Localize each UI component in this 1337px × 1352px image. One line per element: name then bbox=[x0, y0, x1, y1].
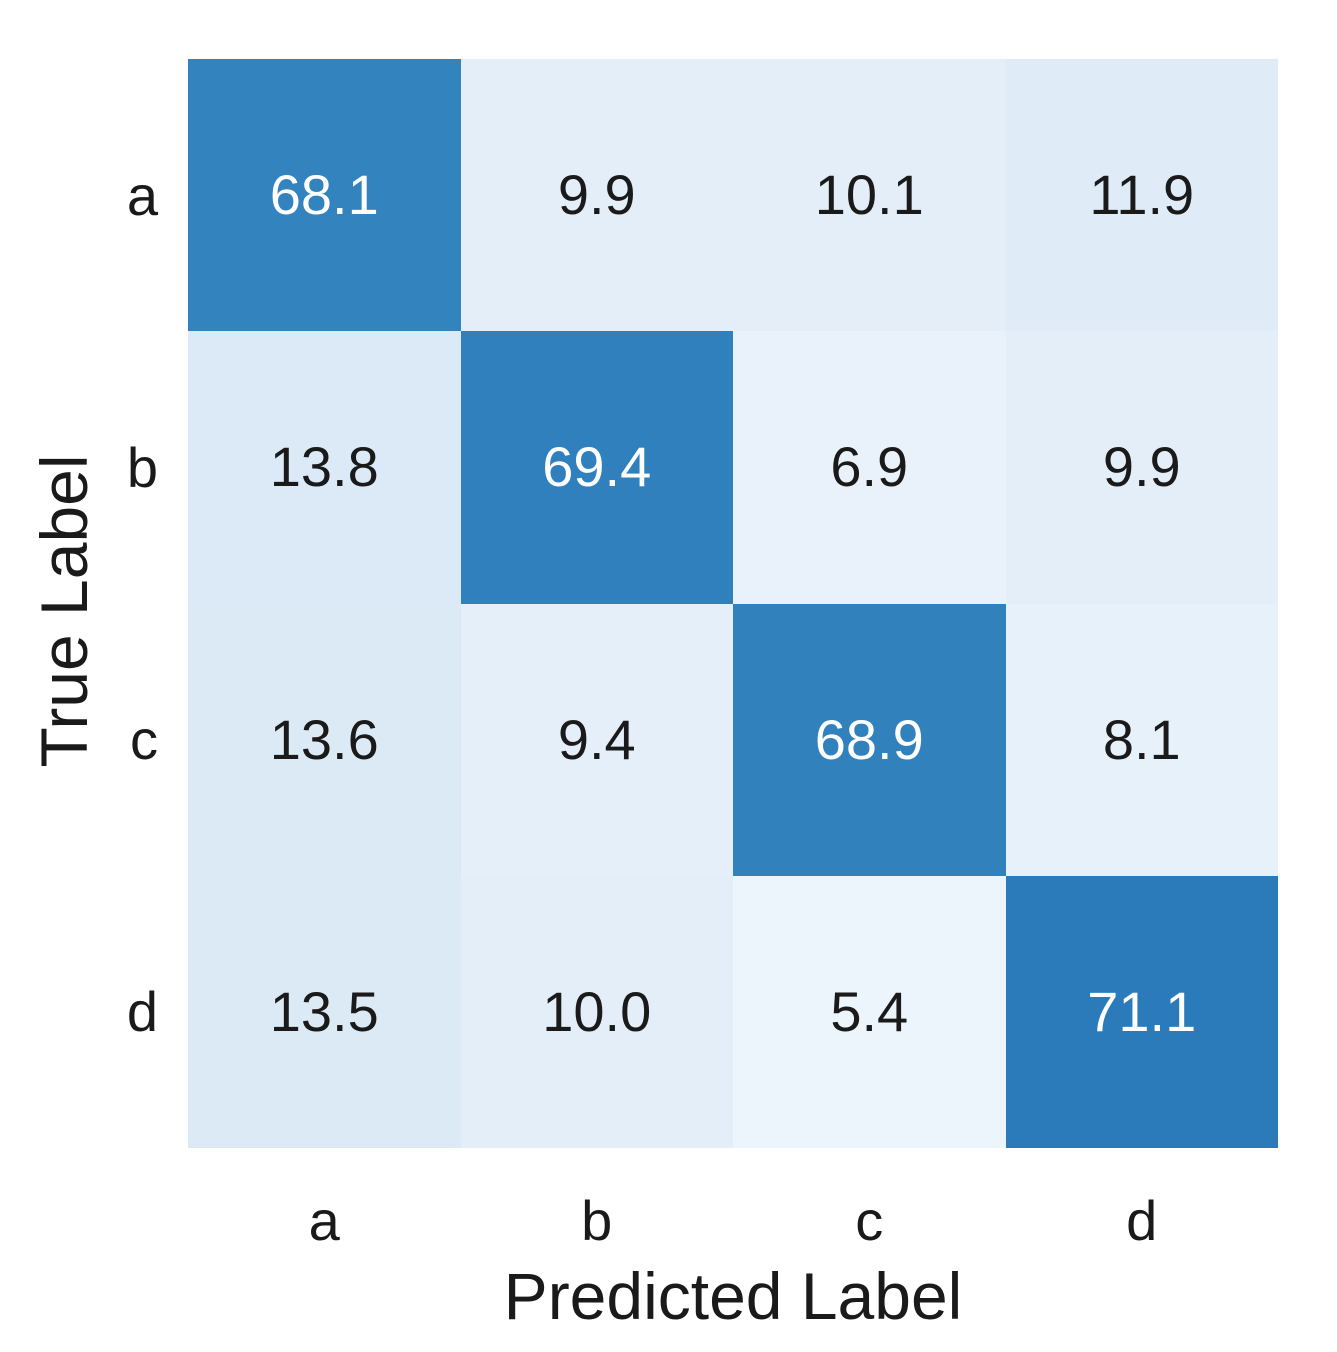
matrix-cell-a-b: 9.9 bbox=[460, 59, 733, 332]
matrix-cell-d-d: 71.1 bbox=[1005, 875, 1278, 1148]
y-tick-d: d bbox=[126, 980, 158, 1044]
matrix-cell-b-b: 69.4 bbox=[460, 331, 733, 604]
matrix-cell-b-c: 6.9 bbox=[733, 331, 1006, 604]
x-axis-tick-labels: a b c d bbox=[188, 1184, 1278, 1256]
matrix-cell-c-c: 68.9 bbox=[733, 603, 1006, 876]
matrix-cell-d-c: 5.4 bbox=[733, 875, 1006, 1148]
matrix-cell-b-d: 9.9 bbox=[1005, 331, 1278, 604]
y-tick-a: a bbox=[126, 163, 158, 227]
x-axis-label: Predicted Label bbox=[503, 1259, 963, 1333]
matrix-cell-a-a: 68.1 bbox=[188, 59, 461, 332]
matrix-cell-c-a: 13.6 bbox=[188, 603, 461, 876]
matrix-cell-d-a: 13.5 bbox=[188, 875, 461, 1148]
matrix-cell-c-d: 8.1 bbox=[1005, 603, 1278, 876]
matrix-cell-c-b: 9.4 bbox=[460, 603, 733, 876]
y-axis-label: True Label bbox=[27, 454, 101, 768]
y-tick-b: b bbox=[126, 435, 158, 499]
x-tick-c: c bbox=[855, 1188, 884, 1252]
matrix-cell-a-d: 11.9 bbox=[1005, 59, 1278, 332]
x-tick-d: d bbox=[1126, 1188, 1158, 1252]
x-tick-b: b bbox=[581, 1188, 613, 1252]
matrix-cell-a-c: 10.1 bbox=[733, 59, 1006, 332]
heatmap-grid: 68.1 9.9 10.1 11.9 13.8 69.4 6.9 9.9 13.6 9.4 68.9… bbox=[188, 59, 1278, 1148]
y-tick-c: c bbox=[130, 708, 158, 772]
matrix-cell-d-b: 10.0 bbox=[460, 875, 733, 1148]
x-tick-a: a bbox=[308, 1188, 340, 1252]
matrix-cell-b-a: 13.8 bbox=[188, 331, 461, 604]
y-axis-tick-labels: a b c d bbox=[0, 59, 158, 1148]
